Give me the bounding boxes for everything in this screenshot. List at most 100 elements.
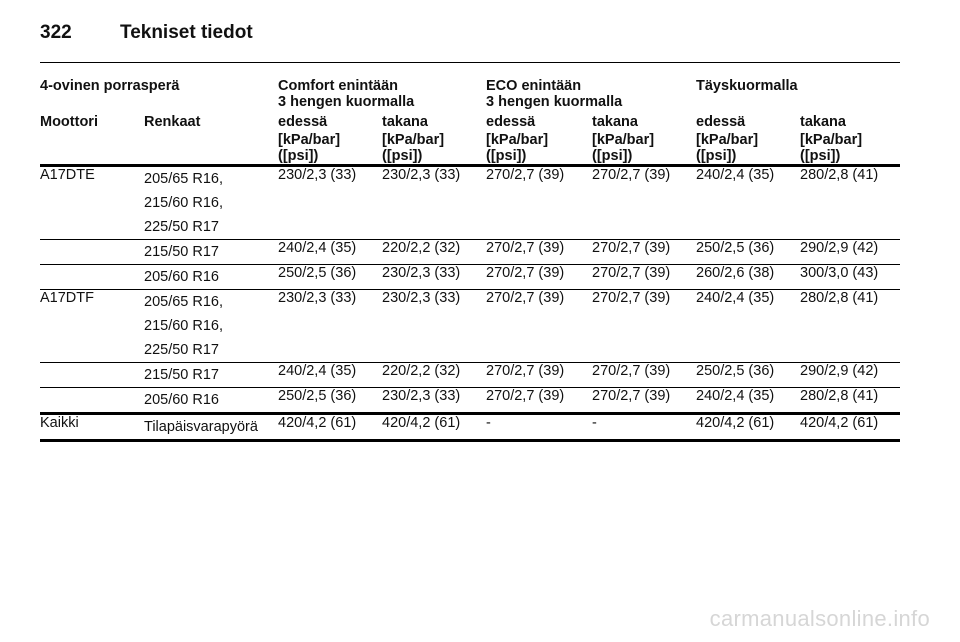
group-comfort-line2: 3 hengen kuormalla	[278, 94, 415, 110]
unit-line1: [kPa/bar]	[278, 132, 341, 148]
pressure-cell: 270/2,7 (39)	[486, 240, 565, 256]
col-header-tyres: Renkaat	[144, 114, 201, 130]
page-title: Tekniset tiedot	[120, 22, 253, 43]
unit-line2: ([psi])	[278, 148, 319, 164]
group-eco: ECO enintään 3 hengen kuormalla	[486, 78, 696, 114]
unit-line2: ([psi])	[486, 148, 527, 164]
unit-line1: [kPa/bar]	[696, 132, 759, 148]
pressure-cell: 250/2,5 (36)	[696, 240, 775, 256]
pressure-cell: -	[486, 415, 491, 431]
tyre-size: 215/50 R17	[144, 367, 219, 383]
pressure-cell: 270/2,7 (39)	[486, 388, 565, 404]
col-header-eco-front: edessä	[486, 114, 536, 130]
col-header-full-front: edessä	[696, 114, 746, 130]
pressure-cell: -	[592, 415, 597, 431]
group-comfort: Comfort enintään 3 hengen kuormalla	[278, 78, 486, 114]
col-header-engine: Moottori	[40, 114, 98, 130]
pressure-cell: 230/2,3 (33)	[278, 290, 357, 306]
pressure-cell: 240/2,4 (35)	[696, 290, 775, 306]
table-row: A17DTE 205/65 R16, 215/60 R16, 225/50 R17 23…	[40, 166, 901, 240]
tyre-cell: 205/60 R16	[144, 265, 278, 290]
table-row: 205/60 R16 250/2,5 (36) 230/2,3 (33) 270/2,…	[40, 388, 901, 414]
engine-cell: A17DTF	[40, 290, 94, 306]
unit-line1: [kPa/bar]	[382, 132, 445, 148]
pressure-cell: 270/2,7 (39)	[592, 388, 671, 404]
pressure-cell: 270/2,7 (39)	[486, 265, 565, 281]
group-full-load-line1: Täyskuormalla	[696, 78, 798, 94]
unit-line1: [kPa/bar]	[592, 132, 655, 148]
tyre-cell: 215/50 R17	[144, 363, 278, 388]
pressure-cell: 270/2,7 (39)	[592, 363, 671, 379]
tyre-size: 225/50 R17	[144, 219, 219, 235]
col-header-comfort-rear: takana	[382, 114, 428, 130]
pressure-cell: 250/2,5 (36)	[278, 265, 357, 281]
engine-cell	[40, 240, 144, 265]
tyre-cell: 205/65 R16, 215/60 R16, 225/50 R17	[144, 166, 278, 240]
col-header-comfort-front: edessä	[278, 114, 328, 130]
unit-line1: [kPa/bar]	[486, 132, 549, 148]
tyre-size: 225/50 R17	[144, 342, 219, 358]
unit-cell: [kPa/bar] ([psi])	[486, 132, 592, 166]
unit-cell: [kPa/bar] ([psi])	[382, 132, 486, 166]
pressure-cell: 280/2,8 (41)	[800, 290, 879, 306]
pressure-cell: 230/2,3 (33)	[382, 265, 461, 281]
pressure-cell: 230/2,3 (33)	[382, 388, 461, 404]
tyre-size: Tilapäisvarapyörä	[144, 419, 258, 435]
pressure-cell: 250/2,5 (36)	[278, 388, 357, 404]
pressure-cell: 260/2,6 (38)	[696, 265, 775, 281]
unit-cell: [kPa/bar] ([psi])	[592, 132, 696, 166]
tyre-size: 205/65 R16,	[144, 294, 224, 310]
group-header-row: 4-ovinen porrasperä Comfort enintään 3 h…	[40, 78, 900, 114]
table-row: 215/50 R17 240/2,4 (35) 220/2,2 (32) 270/2,…	[40, 240, 901, 265]
pressure-cell: 420/4,2 (61)	[800, 415, 879, 431]
unit-line2: ([psi])	[382, 148, 423, 164]
unit-line2: ([psi])	[592, 148, 633, 164]
pressure-cell: 270/2,7 (39)	[486, 290, 565, 306]
body-type-label: 4-ovinen porrasperä	[40, 78, 180, 94]
pressure-cell: 230/2,3 (33)	[382, 167, 461, 183]
pressure-cell: 280/2,8 (41)	[800, 388, 879, 404]
pressure-cell: 300/3,0 (43)	[800, 265, 879, 281]
col-header-full-rear: takana	[800, 114, 846, 130]
unit-cell: [kPa/bar] ([psi])	[278, 132, 382, 166]
tyre-size: 215/50 R17	[144, 244, 219, 260]
engine-cell	[40, 388, 144, 414]
group-eco-line2: 3 hengen kuormalla	[486, 94, 623, 110]
pressure-cell: 270/2,7 (39)	[486, 363, 565, 379]
col-header-eco-rear: takana	[592, 114, 638, 130]
table-row: Kaikki Tilapäisvarapyörä 420/4,2 (61) 420/4…	[40, 414, 901, 441]
pressure-cell: 240/2,4 (35)	[696, 388, 775, 404]
pressure-cell: 270/2,7 (39)	[592, 240, 671, 256]
unit-row: [kPa/bar] ([psi]) [kPa/bar] ([psi]) [kPa/b…	[40, 132, 901, 166]
pressure-cell: 280/2,8 (41)	[800, 167, 879, 183]
unit-cell: [kPa/bar] ([psi])	[696, 132, 800, 166]
pressure-cell: 270/2,7 (39)	[592, 167, 671, 183]
table-body: A17DTE 205/65 R16, 215/60 R16, 225/50 R17 23…	[40, 166, 901, 441]
tyre-cell: Tilapäisvarapyörä	[144, 414, 278, 441]
pressure-cell: 220/2,2 (32)	[382, 240, 461, 256]
table-row: 215/50 R17 240/2,4 (35) 220/2,2 (32) 270/2,…	[40, 363, 901, 388]
page-header: 322 Tekniset tiedot	[40, 22, 253, 44]
pressure-cell: 420/4,2 (61)	[278, 415, 357, 431]
engine-cell	[40, 363, 144, 388]
engine-cell: Kaikki	[40, 415, 79, 431]
pressure-cell: 420/4,2 (61)	[382, 415, 461, 431]
pressure-cell: 290/2,9 (42)	[800, 363, 879, 379]
group-eco-line1: ECO enintään	[486, 78, 582, 94]
table-row: 205/60 R16 250/2,5 (36) 230/2,3 (33) 270/2,…	[40, 265, 901, 290]
engine-cell: A17DTE	[40, 167, 95, 183]
watermark: carmanualsonline.info	[709, 606, 930, 631]
pressure-cell: 270/2,7 (39)	[592, 265, 671, 281]
pressure-cell: 240/2,4 (35)	[278, 240, 357, 256]
tyre-cell: 205/65 R16, 215/60 R16, 225/50 R17	[144, 290, 278, 363]
pressure-cell: 240/2,4 (35)	[696, 167, 775, 183]
header-rule	[40, 62, 900, 63]
pressure-cell: 240/2,4 (35)	[278, 363, 357, 379]
pressure-cell: 420/4,2 (61)	[696, 415, 775, 431]
unit-line2: ([psi])	[696, 148, 737, 164]
unit-line1: [kPa/bar]	[800, 132, 863, 148]
unit-line2: ([psi])	[800, 148, 841, 164]
table-row: A17DTF 205/65 R16, 215/60 R16, 225/50 R17 23…	[40, 290, 901, 363]
column-header-row: Moottori Renkaat edessä takana edessä ta…	[40, 114, 900, 132]
group-full-load: Täyskuormalla	[696, 78, 900, 114]
